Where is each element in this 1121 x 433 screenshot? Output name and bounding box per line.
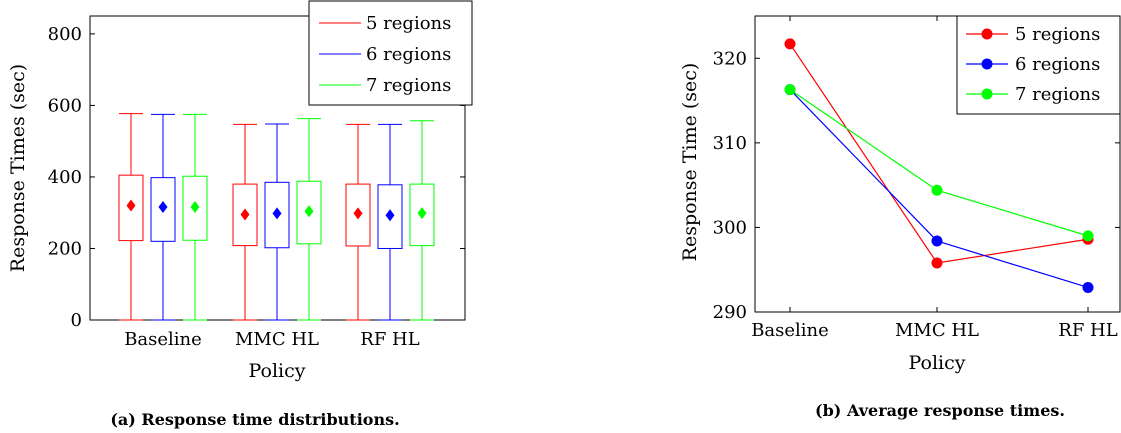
y-tick-label: 320 <box>713 48 747 69</box>
box-rect <box>150 177 176 242</box>
y-tick-label: 800 <box>48 24 82 45</box>
box-median-marker <box>272 207 282 220</box>
legend-marker <box>981 88 993 100</box>
legend-box <box>308 0 473 106</box>
box-rect <box>345 183 371 247</box>
legend-marker <box>981 58 993 70</box>
box-median-marker <box>304 205 314 218</box>
series-point <box>1082 281 1094 293</box>
y-tick-label: 600 <box>48 95 82 116</box>
box-rect <box>232 183 258 247</box>
legend-label: 7 regions <box>1015 84 1100 105</box>
box-median-marker <box>240 208 250 221</box>
series-point <box>784 84 796 96</box>
y-tick-label: 310 <box>713 133 747 154</box>
series-point <box>931 235 943 247</box>
box-plot-panel: 0 200 400 600 800 Baseline MMC HL RF HL Respon… <box>7 0 473 429</box>
legend-label: 5 regions <box>1015 24 1100 45</box>
legend-label: 6 regions <box>1015 54 1100 75</box>
box-median-marker <box>385 209 395 222</box>
x-tick-label: MMC HL <box>235 329 319 350</box>
box-rect <box>377 184 403 249</box>
legend-label: 7 regions <box>366 75 451 96</box>
line-chart-legend: 5 regions 6 regions 7 regions <box>956 15 1121 115</box>
box-plot-xlabel: Policy <box>249 360 306 382</box>
box-plot-ylabel: Response Times (sec) <box>7 64 29 272</box>
x-tick-label: Baseline <box>751 320 829 341</box>
box-rect <box>296 180 322 245</box>
legend-marker <box>981 28 993 40</box>
box-rect <box>409 183 435 247</box>
series-point <box>784 38 796 50</box>
box-median-marker <box>158 200 168 213</box>
box-median-marker <box>417 207 427 220</box>
series-point <box>1082 230 1094 242</box>
line-chart-panel: 290 300 310 320 Baseline MMC HL RF HL Respons… <box>679 15 1121 420</box>
y-tick-label: 200 <box>48 238 82 259</box>
line-chart-xlabel: Policy <box>909 352 966 374</box>
y-tick-label: 290 <box>713 302 747 323</box>
y-tick-label: 300 <box>713 217 747 238</box>
line-chart-ylabel: Response Time (sec) <box>679 63 701 262</box>
y-tick-label: 0 <box>71 310 82 331</box>
x-tick-label: Baseline <box>124 329 202 350</box>
box-rect <box>264 181 290 249</box>
series-point <box>931 257 943 269</box>
box-median-marker <box>190 200 200 213</box>
box-rect <box>182 175 208 241</box>
x-tick-label: MMC HL <box>895 320 979 341</box>
y-tick-label: 400 <box>48 167 82 188</box>
line-chart-caption: (b) Average response times. <box>815 401 1065 420</box>
x-tick-label: RF HL <box>1058 320 1117 341</box>
box-rect <box>118 174 144 242</box>
legend-label: 5 regions <box>366 13 451 34</box>
legend-label: 6 regions <box>366 44 451 65</box>
box-median-marker <box>353 207 363 220</box>
box-median-marker <box>126 199 136 212</box>
box-plot-caption: (a) Response time distributions. <box>110 410 399 429</box>
box-plot-legend: 5 regions 6 regions 7 regions <box>308 0 473 106</box>
x-tick-label: RF HL <box>360 329 419 350</box>
series-point <box>931 184 943 196</box>
